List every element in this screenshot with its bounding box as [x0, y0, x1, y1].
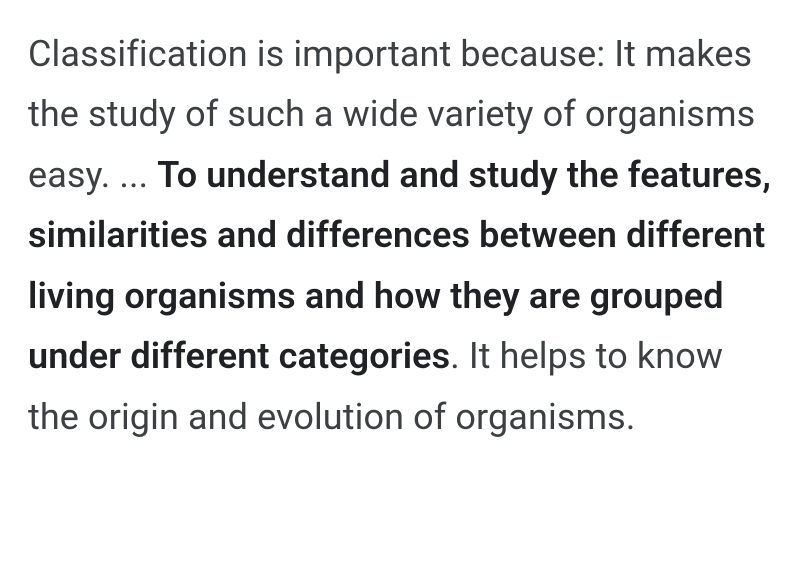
paragraph: Classification is important because: It …	[28, 24, 772, 447]
